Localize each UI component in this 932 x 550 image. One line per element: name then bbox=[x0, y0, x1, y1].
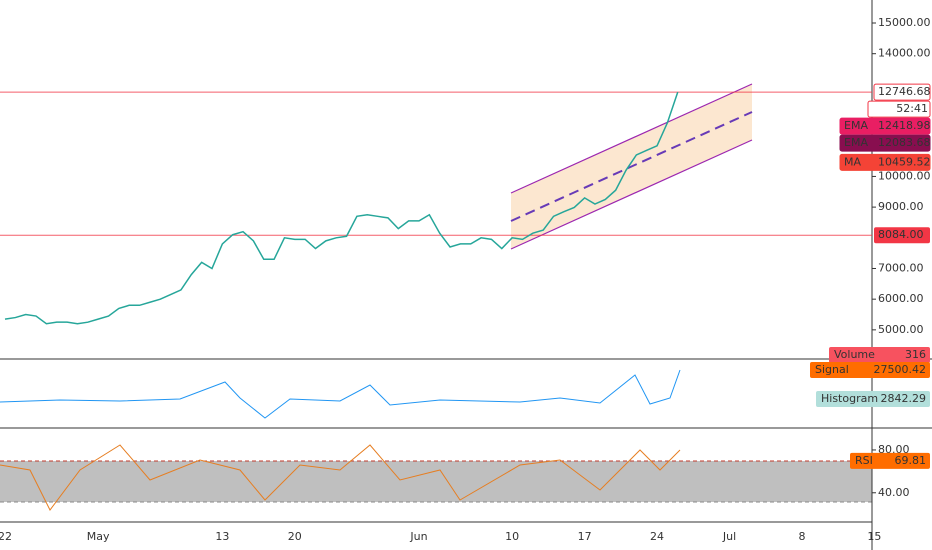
x-tick-label: May bbox=[87, 530, 110, 543]
badge bbox=[816, 391, 930, 407]
x-tick-label: Jun bbox=[409, 530, 427, 543]
x-tick-label: 24 bbox=[650, 530, 664, 543]
rsi-tick-label: 80.00 bbox=[878, 443, 910, 456]
x-tick-label: Jul bbox=[722, 530, 736, 543]
signal-value: 27500.42 bbox=[874, 363, 927, 376]
last-price: 12746.68 bbox=[878, 85, 931, 98]
x-tick-label: 17 bbox=[578, 530, 592, 543]
rsi-name: RSI bbox=[855, 454, 873, 467]
badge bbox=[839, 153, 931, 171]
y-tick-label: 10000.00 bbox=[878, 169, 931, 182]
badge bbox=[839, 117, 931, 135]
indicator-value: 10459.52 bbox=[878, 155, 931, 168]
x-tick-label: 10 bbox=[505, 530, 519, 543]
x-tick-label: 8 bbox=[798, 530, 805, 543]
rsi-line bbox=[0, 444, 681, 511]
channel-bottom bbox=[510, 139, 753, 250]
indicator-value: 12083.68 bbox=[878, 136, 931, 149]
histogram-value: 2842.29 bbox=[881, 392, 927, 405]
badge bbox=[874, 227, 930, 244]
y-tick-label: 7000.00 bbox=[878, 261, 924, 274]
indicator-value: 12418.98 bbox=[878, 119, 931, 132]
y-tick-label: 9000.00 bbox=[878, 200, 924, 213]
x-tick-label: 22 bbox=[0, 530, 12, 543]
indicator-name: EMA bbox=[844, 119, 868, 132]
x-tick-label: 13 bbox=[215, 530, 229, 543]
macd-line bbox=[0, 369, 681, 419]
badge bbox=[850, 452, 930, 469]
badge bbox=[873, 83, 931, 101]
histogram-name: Histogram bbox=[821, 392, 878, 405]
hline-label: 8084.00 bbox=[878, 228, 924, 241]
badge bbox=[867, 100, 931, 118]
channel-top bbox=[510, 83, 753, 194]
countdown: 52:41 bbox=[896, 102, 928, 115]
indicator-name: MA bbox=[844, 155, 861, 168]
y-tick-label: 14000.00 bbox=[878, 47, 931, 60]
badge bbox=[829, 347, 930, 363]
y-tick-label: 6000.00 bbox=[878, 292, 924, 305]
volume-value: 316 bbox=[905, 348, 926, 361]
rsi-band bbox=[0, 461, 872, 502]
channel-mid bbox=[510, 111, 753, 222]
rsi-tick-label: 40.00 bbox=[878, 486, 910, 499]
signal-name: Signal bbox=[815, 363, 849, 376]
x-tick-label: 20 bbox=[288, 530, 302, 543]
y-tick-label: 15000.00 bbox=[878, 16, 931, 29]
badge bbox=[810, 362, 930, 378]
rsi-value: 69.81 bbox=[895, 454, 927, 467]
price-line-series bbox=[4, 91, 679, 325]
y-tick-label: 5000.00 bbox=[878, 323, 924, 336]
x-tick-label: 15 bbox=[867, 530, 881, 543]
volume-name: Volume bbox=[834, 348, 875, 361]
badge bbox=[839, 134, 931, 152]
indicator-name: EMA bbox=[844, 136, 868, 149]
